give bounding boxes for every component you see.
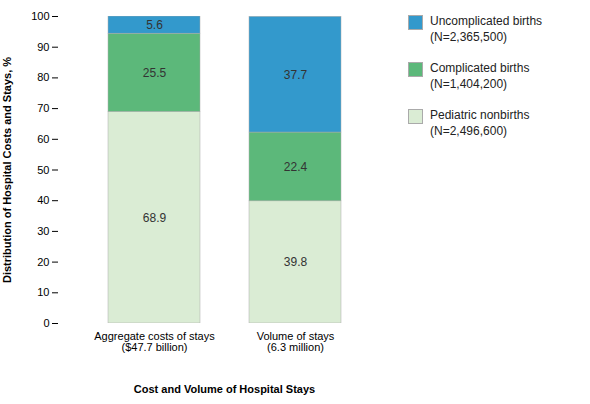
svg-text:37.7: 37.7 (284, 68, 308, 82)
svg-text:Aggregate costs of stays($47.7: Aggregate costs of stays($47.7 billion) (94, 330, 215, 353)
svg-text:40: 40 (37, 194, 49, 206)
html-text:Complicated births (N=1,404,20: Complicated births (N=1,404,200) (430, 61, 530, 91)
svg-text:50: 50 (37, 164, 49, 176)
svg-text:68.9: 68.9 (143, 211, 167, 225)
svg-text:5.6: 5.6 (146, 18, 163, 32)
svg-text:60: 60 (37, 133, 49, 145)
svg-text:39.8: 39.8 (284, 255, 308, 269)
svg-text:30: 30 (37, 225, 49, 237)
html-text:Uncomplicated births (N=2,365,: Uncomplicated births (N=2,365,500) (430, 14, 543, 44)
svg-text:100: 100 (31, 10, 49, 22)
svg-text:10: 10 (37, 286, 49, 298)
svg-text:Cost and Volume of Hospital St: Cost and Volume of Hospital Stays (134, 383, 315, 395)
svg-text:22.4: 22.4 (284, 160, 308, 174)
svg-text:80: 80 (37, 71, 49, 83)
svg-text:Distribution of Hospital Costs: Distribution of Hospital Costs and Stays… (1, 57, 13, 283)
svg-text:Volume of stays(6.3 million): Volume of stays(6.3 million) (257, 330, 335, 353)
svg-text:20: 20 (37, 256, 49, 268)
svg-text:25.5: 25.5 (143, 66, 167, 80)
svg-text:90: 90 (37, 41, 49, 53)
svg-text:0: 0 (43, 317, 49, 329)
svg-text:70: 70 (37, 102, 49, 114)
html-text:Pediatric nonbirths (N=2,496,6: Pediatric nonbirths (N=2,496,600) (430, 108, 530, 138)
